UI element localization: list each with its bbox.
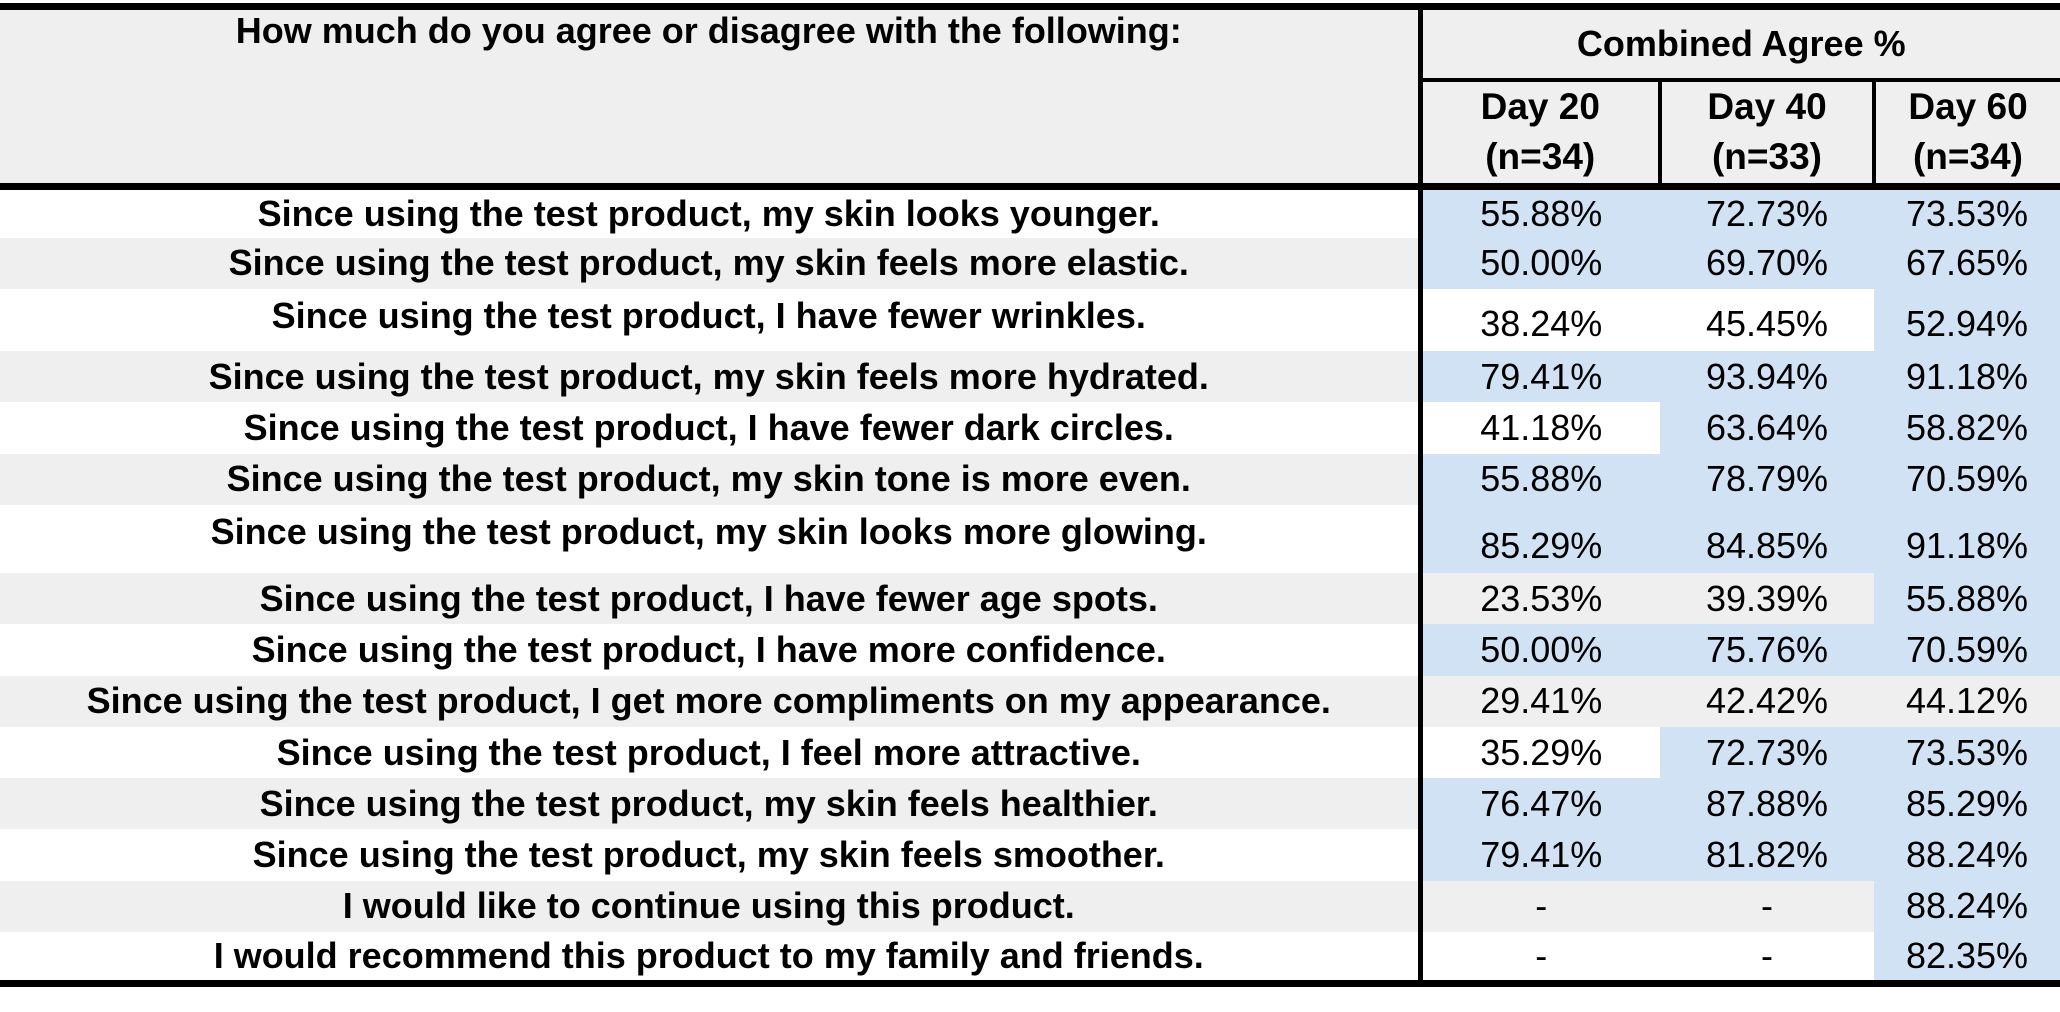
- agree-percent-cell: 29.41%: [1420, 675, 1660, 727]
- agree-percent-cell: 70.59%: [1874, 624, 2060, 676]
- question-cell: Since using the test product, I have few…: [0, 289, 1423, 352]
- agree-percent-cell: 58.82%: [1874, 402, 2060, 454]
- agree-percent-cell: -: [1420, 932, 1660, 987]
- question-cell: Since using the test product, my skin lo…: [0, 186, 1423, 238]
- agree-percent-cell: 76.47%: [1420, 778, 1660, 830]
- header-row-days: Day 20 (n=34) Day 40 (n=33) Day 60 (n=34…: [0, 79, 2060, 190]
- table-row: Since using the test product, I have few…: [0, 402, 2060, 454]
- table-row: Since using the test product, my skin fe…: [0, 237, 2060, 290]
- question-cell: Since using the test product, I have few…: [0, 572, 1423, 625]
- question-cell: Since using the test product, my skin fe…: [0, 351, 1423, 403]
- agree-percent-cell: 85.29%: [1420, 504, 1660, 573]
- day-label: Day 20: [1480, 86, 1600, 128]
- agree-percent-cell: 55.88%: [1420, 453, 1660, 505]
- agree-percent-cell: 72.73%: [1660, 186, 1874, 238]
- table-row: Since using the test product, my skin fe…: [0, 778, 2060, 830]
- agree-percent-cell: 63.64%: [1660, 402, 1874, 454]
- combined-agree-header: Combined Agree %: [1420, 3, 2060, 82]
- table-row: Since using the test product, my skin fe…: [0, 829, 2060, 881]
- agree-percent-cell: 55.88%: [1420, 186, 1660, 238]
- agree-percent-cell: 35.29%: [1420, 726, 1660, 779]
- agree-percent-cell: 81.82%: [1660, 829, 1874, 881]
- question-cell: Since using the test product, my skin fe…: [0, 829, 1423, 881]
- survey-results-table: How much do you agree or disagree with t…: [0, 3, 2060, 987]
- table-row: Since using the test product, I have few…: [0, 289, 2060, 352]
- question-cell: Since using the test product, I feel mor…: [0, 726, 1423, 779]
- question-cell: I would recommend this product to my fam…: [0, 932, 1423, 987]
- header-row-group: How much do you agree or disagree with t…: [0, 3, 2060, 190]
- agree-percent-cell: 79.41%: [1420, 351, 1660, 403]
- agree-percent-cell: 69.70%: [1660, 237, 1874, 290]
- day-column-header: Day 20 (n=34): [1420, 79, 1660, 190]
- agree-percent-cell: 44.12%: [1874, 675, 2060, 727]
- question-cell: Since using the test product, my skin lo…: [0, 504, 1423, 573]
- agree-percent-cell: 78.79%: [1660, 453, 1874, 505]
- table-row: I would recommend this product to my fam…: [0, 932, 2060, 987]
- agree-percent-cell: -: [1660, 932, 1874, 987]
- agree-percent-cell: 50.00%: [1420, 237, 1660, 290]
- agree-percent-cell: -: [1660, 880, 1874, 933]
- table-row: Since using the test product, my skin lo…: [0, 186, 2060, 238]
- day-column-header: Day 40 (n=33): [1658, 79, 1876, 190]
- question-cell: Since using the test product, I get more…: [0, 675, 1423, 727]
- day-column-header: Day 60 (n=34): [1874, 79, 2060, 190]
- sample-size-label: (n=33): [1711, 136, 1822, 178]
- agree-percent-cell: 88.24%: [1874, 880, 2060, 933]
- agree-percent-cell: 75.76%: [1660, 624, 1874, 676]
- table-row: Since using the test product, my skin to…: [0, 453, 2060, 505]
- agree-percent-cell: 52.94%: [1874, 289, 2060, 352]
- table-row: Since using the test product, my skin lo…: [0, 504, 2060, 573]
- agree-percent-cell: 41.18%: [1420, 402, 1660, 454]
- agree-percent-cell: 93.94%: [1660, 351, 1874, 403]
- agree-percent-cell: 84.85%: [1660, 504, 1874, 573]
- table-row: Since using the test product, I get more…: [0, 675, 2060, 727]
- agree-percent-cell: 39.39%: [1660, 572, 1874, 625]
- agree-percent-cell: 70.59%: [1874, 453, 2060, 505]
- question-cell: Since using the test product, my skin to…: [0, 453, 1423, 505]
- agree-percent-cell: 73.53%: [1874, 186, 2060, 238]
- agree-percent-cell: 85.29%: [1874, 778, 2060, 830]
- agree-percent-cell: 79.41%: [1420, 829, 1660, 881]
- agree-percent-cell: 42.42%: [1660, 675, 1874, 727]
- survey-table-body: Since using the test product, my skin lo…: [0, 186, 2060, 987]
- agree-percent-cell: 88.24%: [1874, 829, 2060, 881]
- agree-percent-cell: 50.00%: [1420, 624, 1660, 676]
- table-row: Since using the test product, I have few…: [0, 572, 2060, 625]
- agree-percent-cell: 82.35%: [1874, 932, 2060, 987]
- agree-percent-cell: 38.24%: [1420, 289, 1660, 352]
- agree-percent-cell: 45.45%: [1660, 289, 1874, 352]
- agree-percent-cell: 72.73%: [1660, 726, 1874, 779]
- question-column-header: How much do you agree or disagree with t…: [0, 3, 1423, 190]
- table-row: Since using the test product, I have mor…: [0, 624, 2060, 676]
- day-label: Day 60: [1908, 86, 2028, 128]
- agree-percent-cell: 87.88%: [1660, 778, 1874, 830]
- question-cell: Since using the test product, I have mor…: [0, 624, 1423, 676]
- table-row: I would like to continue using this prod…: [0, 880, 2060, 933]
- table-row: Since using the test product, I feel mor…: [0, 726, 2060, 779]
- agree-percent-cell: 23.53%: [1420, 572, 1660, 625]
- day-label: Day 40: [1707, 86, 1827, 128]
- agree-percent-cell: -: [1420, 880, 1660, 933]
- agree-percent-cell: 91.18%: [1874, 504, 2060, 573]
- sample-size-label: (n=34): [1912, 136, 2023, 178]
- question-cell: Since using the test product, my skin fe…: [0, 778, 1423, 830]
- agree-percent-cell: 55.88%: [1874, 572, 2060, 625]
- agree-percent-cell: 67.65%: [1874, 237, 2060, 290]
- question-cell: Since using the test product, I have few…: [0, 402, 1423, 454]
- agree-percent-cell: 91.18%: [1874, 351, 2060, 403]
- question-cell: Since using the test product, my skin fe…: [0, 237, 1423, 290]
- table-row: Since using the test product, my skin fe…: [0, 351, 2060, 403]
- agree-percent-cell: 73.53%: [1874, 726, 2060, 779]
- question-cell: I would like to continue using this prod…: [0, 880, 1423, 933]
- sample-size-label: (n=34): [1485, 136, 1596, 178]
